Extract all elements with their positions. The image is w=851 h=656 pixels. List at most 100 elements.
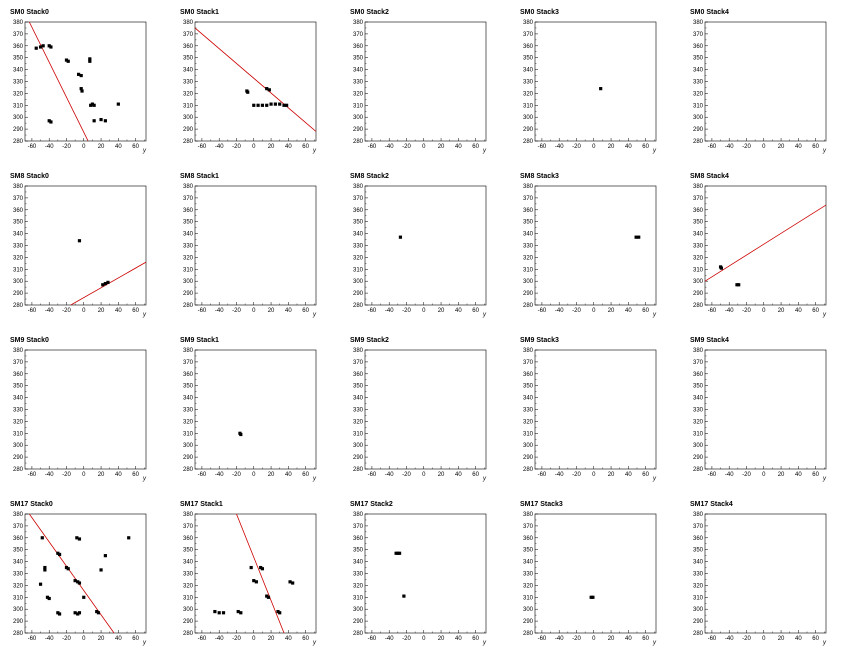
data-point [76, 72, 81, 76]
plot-frame [24, 513, 147, 634]
y-tick-label: 350 [183, 384, 194, 390]
x-tick-label: 0 [82, 636, 86, 642]
data-point [79, 87, 83, 91]
y-tick-label: 320 [13, 91, 24, 97]
x-axis-title: y [652, 148, 657, 154]
x-tick-label: 20 [268, 144, 275, 150]
y-tick-label: 310 [353, 595, 364, 601]
panel-sm9-stack0: SM9 Stack0 280 290 300 310 320 330 340 350 360 370… [10, 337, 147, 482]
y-tick-label: 300 [693, 279, 704, 285]
y-tick-label: 360 [523, 536, 534, 542]
data-point [49, 120, 53, 124]
data-point [64, 58, 69, 62]
x-axis-title: y [482, 476, 487, 482]
y-tick-label: 290 [523, 619, 534, 625]
data-area [705, 204, 826, 287]
x-tick-label: 20 [98, 472, 105, 478]
x-tick-label: 60 [302, 472, 309, 478]
panel-sm17-stack2: SM17 Stack2 280 290 300 310 320 330 340 350 360 37… [350, 501, 487, 646]
x-axis-title: y [142, 476, 147, 482]
x-tick-label: -60 [538, 636, 547, 642]
y-tick-label: 350 [523, 220, 534, 226]
data-point [599, 87, 603, 91]
panel-sm8-stack2: SM8 Stack2 280 290 300 310 320 330 340 350 360 370… [350, 173, 487, 318]
y-tick-label: 300 [353, 279, 364, 285]
data-point [276, 609, 280, 614]
x-tick-label: 60 [472, 144, 479, 150]
y-tick-label: 310 [693, 431, 704, 437]
data-area [28, 22, 120, 141]
panel-sm17-stack0: SM17 Stack0 280 290 300 310 320 330 340 350 360 37… [10, 501, 147, 646]
y-tick-label: 340 [353, 232, 364, 238]
data-point [127, 536, 131, 540]
x-tick-label: -20 [742, 472, 751, 478]
y-tick-label: 360 [183, 44, 194, 50]
y-tick-label: 320 [523, 91, 534, 97]
data-point [589, 595, 593, 599]
x-tick-label: -40 [555, 144, 564, 150]
y-tick-label: 320 [523, 583, 534, 589]
y-tick-label: 280 [353, 139, 364, 145]
data-point [260, 567, 265, 571]
x-tick-label: -40 [555, 472, 564, 478]
y-tick-label: 280 [353, 631, 364, 637]
y-tick-label: 340 [13, 560, 24, 566]
panel-title: SM0 Stack0 [10, 9, 49, 16]
plot-frame [534, 185, 657, 306]
data-point [73, 579, 77, 583]
y-tick-label: 330 [353, 408, 364, 414]
x-tick-label: 0 [592, 144, 596, 150]
y-tick-label: 320 [693, 583, 704, 589]
x-tick-label: -40 [215, 308, 224, 314]
data-point [634, 235, 638, 239]
y-tick-label: 280 [523, 467, 534, 473]
x-tick-label: 60 [812, 308, 819, 314]
x-tick-label: -60 [708, 472, 717, 478]
y-tick-label: 340 [693, 560, 704, 566]
x-axis-title: y [312, 312, 317, 318]
data-point [254, 580, 258, 584]
data-point [47, 44, 51, 48]
x-tick-label: -60 [28, 308, 37, 314]
y-tick-label: 330 [523, 244, 534, 250]
y-tick-label: 330 [13, 244, 24, 250]
data-point [249, 565, 253, 570]
x-tick-label: -20 [62, 144, 71, 150]
x-tick-label: -20 [232, 308, 241, 314]
plot-frame [534, 513, 657, 634]
y-tick-label: 340 [183, 232, 194, 238]
y-tick-label: 330 [183, 408, 194, 414]
x-tick-label: 20 [778, 636, 785, 642]
y-tick-label: 360 [13, 208, 24, 214]
panel-title: SM0 Stack2 [350, 9, 389, 16]
y-tick-label: 320 [13, 583, 24, 589]
y-tick-label: 320 [13, 255, 24, 261]
plot-frame [24, 185, 147, 306]
y-tick-label: 370 [693, 196, 704, 202]
data-point [103, 281, 107, 286]
x-tick-label: -40 [385, 636, 394, 642]
x-tick-label: 20 [268, 308, 275, 314]
x-tick-label: 0 [252, 308, 256, 314]
y-tick-label: 310 [353, 103, 364, 109]
data-point [265, 87, 269, 91]
x-tick-label: 20 [778, 144, 785, 150]
panel-sm9-stack4: SM9 Stack4 280 290 300 310 320 330 340 350 360 370… [690, 337, 827, 482]
data-point [82, 595, 86, 599]
x-tick-label: 0 [82, 472, 86, 478]
y-tick-label: 290 [523, 455, 534, 461]
y-tick-label: 350 [523, 384, 534, 390]
x-tick-label: 20 [778, 308, 785, 314]
y-tick-label: 370 [523, 196, 534, 202]
fit-line [28, 22, 89, 141]
x-tick-label: 40 [625, 144, 632, 150]
y-tick-label: 290 [693, 455, 704, 461]
data-point [221, 611, 226, 615]
data-point [56, 611, 60, 615]
x-axis-title: y [312, 640, 317, 646]
data-point [90, 102, 95, 106]
y-tick-label: 370 [353, 524, 364, 530]
x-axis-title: y [312, 148, 317, 154]
y-tick-label: 310 [13, 267, 24, 273]
x-tick-label: 0 [592, 472, 596, 478]
